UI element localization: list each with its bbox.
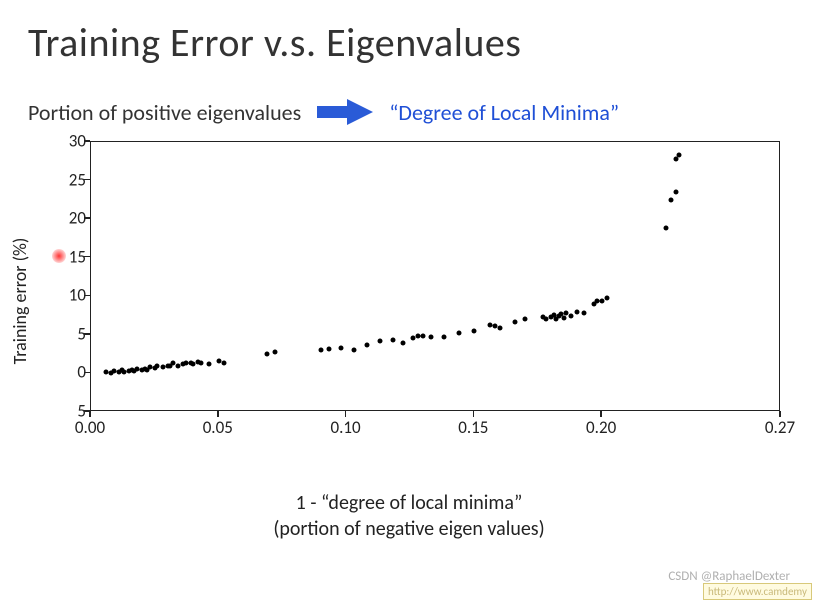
data-point	[664, 226, 669, 231]
y-tick-mark	[84, 140, 90, 142]
plot-area	[90, 141, 780, 411]
arrow-right-icon	[315, 97, 375, 127]
y-tick-mark	[84, 295, 90, 297]
subhead-right-text: “Degree of Local Minima”	[389, 99, 619, 126]
x-tick-mark	[600, 411, 602, 417]
x-axis-label-line2: (portion of negative eigen values)	[28, 517, 790, 541]
watermark-link: http://www.camdemy	[703, 583, 812, 600]
data-point	[421, 333, 426, 338]
data-point	[339, 345, 344, 350]
x-tick-label: 0.20	[586, 417, 616, 438]
data-point	[377, 339, 382, 344]
x-tick-label: 0.15	[458, 417, 488, 438]
x-tick-mark	[473, 411, 475, 417]
data-point	[457, 331, 462, 336]
y-axis-label: Training error (%)	[9, 238, 31, 365]
x-tick-mark	[217, 411, 219, 417]
slide-root: Training Error v.s. Eigenvalues Portion …	[0, 0, 818, 602]
x-tick-label: 0.10	[330, 417, 360, 438]
x-tick-label: 0.05	[203, 417, 233, 438]
y-tick-label: 25	[56, 169, 86, 190]
data-point	[265, 352, 270, 357]
data-point	[326, 346, 331, 351]
y-tick-mark	[84, 333, 90, 335]
data-point	[600, 298, 605, 303]
data-point	[497, 325, 502, 330]
data-point	[206, 362, 211, 367]
subhead-left-text: Portion of positive eigenvalues	[28, 99, 301, 126]
data-point	[513, 319, 518, 324]
data-point	[582, 311, 587, 316]
data-point	[365, 342, 370, 347]
data-point	[676, 153, 681, 158]
data-point	[561, 315, 566, 320]
data-point	[569, 313, 574, 318]
data-point	[221, 360, 226, 365]
data-point	[605, 295, 610, 300]
data-point	[523, 317, 528, 322]
y-tick-mark	[84, 179, 90, 181]
y-tick-label: 20	[56, 208, 86, 229]
slide-title: Training Error v.s. Eigenvalues	[28, 18, 790, 67]
data-point	[273, 349, 278, 354]
x-tick-label: 0.00	[75, 417, 105, 438]
data-point	[400, 340, 405, 345]
y-tick-label: 15	[56, 246, 86, 267]
y-tick-label: 30	[56, 131, 86, 152]
x-tick-label: 0.27	[765, 417, 795, 438]
data-point	[674, 190, 679, 195]
data-point	[669, 197, 674, 202]
data-point	[574, 309, 579, 314]
x-tick-mark	[345, 411, 347, 417]
y-tick-label: 0	[56, 362, 86, 383]
y-tick-label: 10	[56, 285, 86, 306]
watermark-text: CSDN @RaphaelDexter	[668, 569, 790, 584]
y-tick-label: 5	[56, 323, 86, 344]
subheading-row: Portion of positive eigenvalues “Degree …	[28, 97, 790, 127]
data-point	[352, 347, 357, 352]
data-point	[428, 335, 433, 340]
x-tick-mark	[89, 411, 91, 417]
data-point	[472, 329, 477, 334]
x-axis-label-line1: 1 - “degree of local minima”	[28, 491, 790, 515]
y-tick-mark	[84, 256, 90, 258]
y-tick-mark	[84, 372, 90, 374]
scatter-chart: Training error (%) 50510152025300.000.05…	[28, 141, 788, 461]
y-tick-mark	[84, 217, 90, 219]
data-point	[441, 335, 446, 340]
data-point	[198, 360, 203, 365]
data-point	[319, 348, 324, 353]
data-point	[390, 338, 395, 343]
arrow-shape	[317, 99, 373, 125]
x-tick-mark	[779, 411, 781, 417]
